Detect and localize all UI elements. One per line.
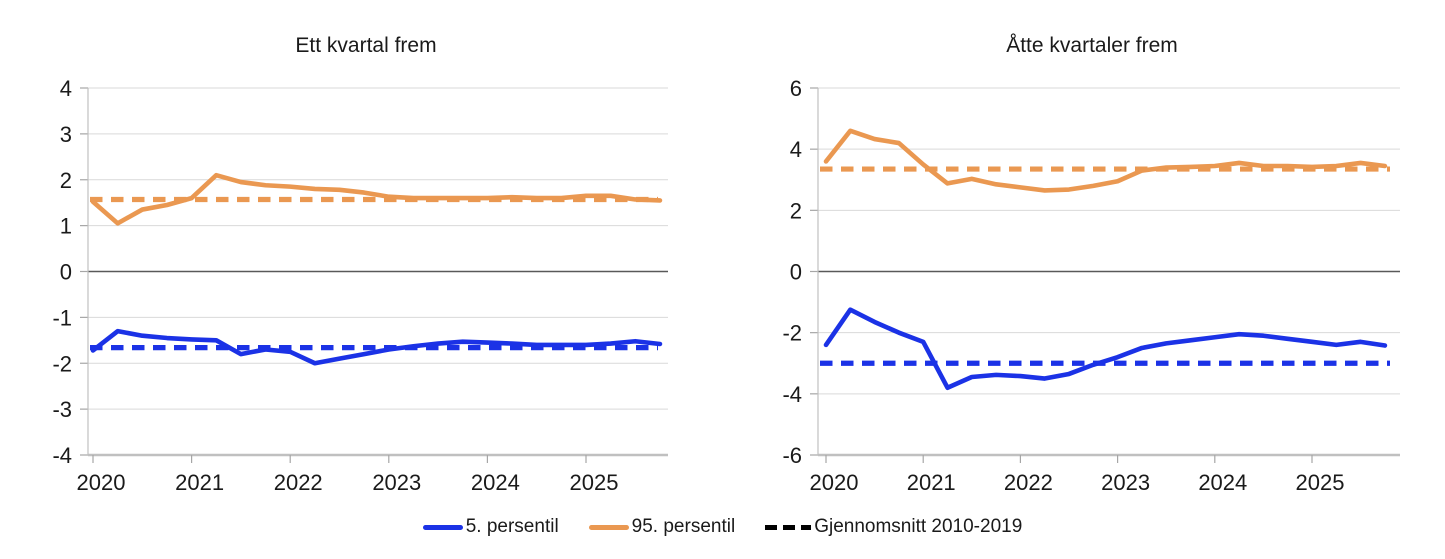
legend-item-5-persentil: 5. persentil: [422, 516, 559, 538]
y-axis-label: 6: [790, 76, 802, 101]
x-axis-label: 2025: [570, 470, 619, 495]
y-axis-label: -4: [52, 443, 72, 468]
y-axis-label: 4: [60, 76, 72, 101]
chart-title-one-quarter: Ett kvartal frem: [295, 34, 436, 57]
y-axis-label: 2: [60, 168, 72, 193]
y-axis-label: -2: [52, 351, 72, 376]
x-axis-label: 2021: [175, 470, 224, 495]
legend-item-gjennomsnitt: Gjennomsnitt 2010-2019: [765, 516, 1022, 538]
x-axis-label: 2023: [372, 470, 421, 495]
legend-dashed-line-icon: [765, 524, 812, 530]
x-axis-label: 2022: [1004, 470, 1053, 495]
series-line: [90, 172, 663, 226]
x-axis-label: 2025: [1296, 470, 1345, 495]
legend-label-gjennomsnitt: Gjennomsnitt 2010-2019: [814, 516, 1023, 537]
y-axis-label: -6: [782, 443, 802, 468]
y-axis-label: 3: [60, 122, 72, 147]
y-axis-label: -4: [782, 382, 802, 407]
y-axis-label: 2: [790, 198, 802, 223]
y-axis-label: 0: [790, 260, 802, 285]
chart-eight-quarters: -6 -4 -2 0 2 4 6 2020 2021 2022 2023 2024 2025: [782, 76, 1400, 495]
series-line: [90, 328, 663, 366]
y-axis-label: -2: [782, 321, 802, 346]
chart-one-quarter: -4 -3 -2 -1 0 1 2 3 4 2020 2021 2022 2023 2024 2025: [52, 76, 668, 495]
legend-line-orange-icon: [588, 524, 629, 530]
legend-item-95-persentil: 95. persentil: [588, 516, 736, 538]
chart-title-eight-quarters: Åtte kvartaler frem: [1006, 34, 1178, 57]
x-axis-label: 2022: [274, 470, 323, 495]
y-axis-label: -3: [52, 397, 72, 422]
y-axis-label: 4: [790, 137, 802, 162]
y-axis-label: 0: [60, 260, 72, 285]
y-axis-label: -1: [52, 305, 72, 330]
legend: 5. persentil 95. persentil Gjennomsnitt …: [0, 516, 1445, 538]
x-axis-label: 2020: [810, 470, 859, 495]
x-axis-label: 2024: [1198, 470, 1247, 495]
legend-label-5-persentil: 5. persentil: [465, 516, 559, 537]
x-axis-label: 2024: [471, 470, 520, 495]
y-axis-label: 1: [60, 214, 72, 239]
legend-label-95-persentil: 95. persentil: [631, 516, 736, 537]
x-axis-label: 2021: [907, 470, 956, 495]
x-axis-label: 2020: [77, 470, 126, 495]
series-line: [823, 128, 1388, 193]
charts-canvas: Ett kvartal frem Åtte kvartaler frem -4-…: [52, 34, 1400, 495]
x-axis-label: 2023: [1101, 470, 1150, 495]
series-line: [823, 307, 1388, 391]
legend-line-blue-icon: [422, 524, 463, 530]
